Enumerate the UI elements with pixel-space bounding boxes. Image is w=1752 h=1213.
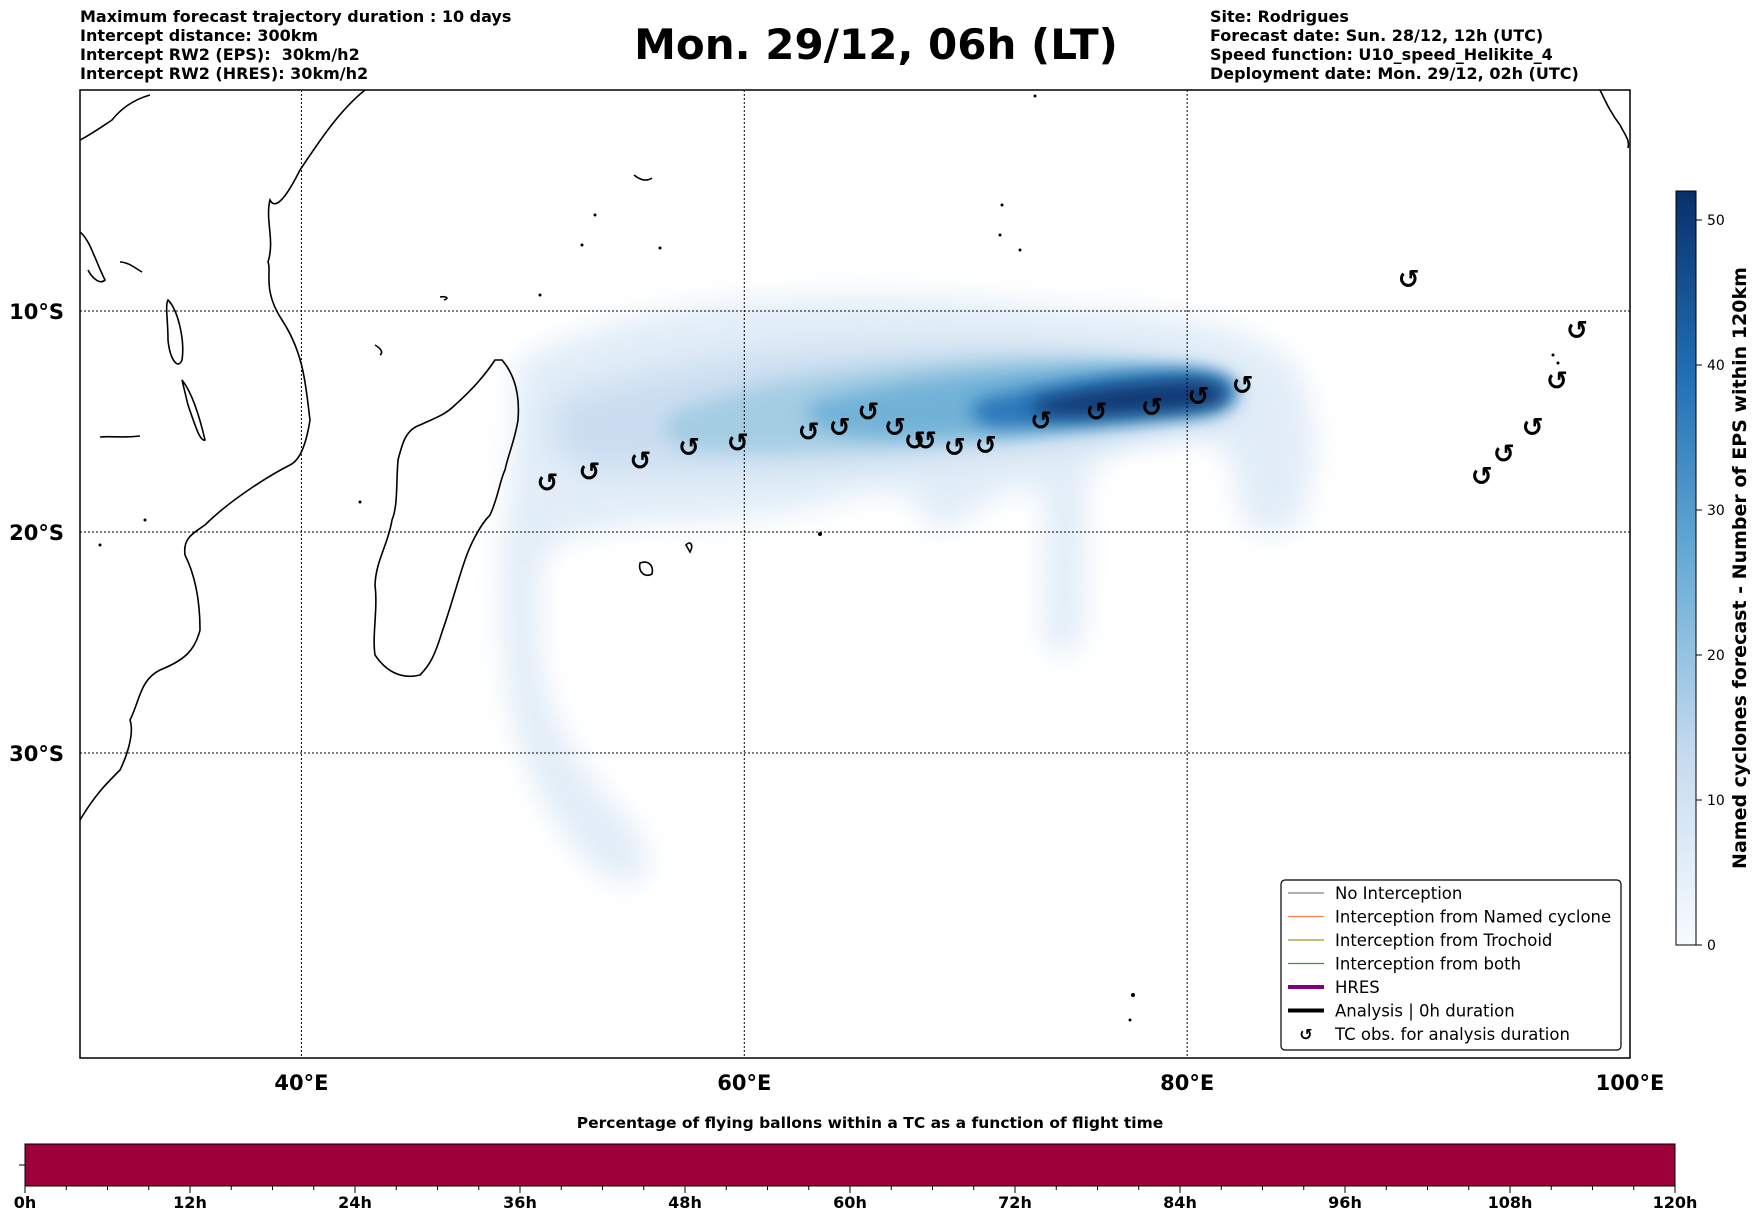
header-left-info: Maximum forecast trajectory duration : 1… [80,7,511,83]
legend-label: Interception from Named cyclone [1335,908,1611,927]
tc-marker-icon: ↺ [944,433,966,463]
legend-label: TC obs. for analysis duration [1334,1025,1570,1044]
colorbar-tick-label: 0 [1707,938,1716,954]
tc-marker-icon: ↺ [857,398,879,428]
tc-marker-icon: ↺ [727,429,749,459]
lat-tick-label: 10°S [9,300,64,324]
flight-time-ticks: 0h 12h 24h 36h 48h 60h 72h 84h 96h 108h 120h [14,1164,1698,1212]
legend-box [1280,879,1622,1051]
colorbar-tick-label: 20 [1707,648,1725,664]
flight-time-tick-label: 24h [338,1193,372,1212]
header-right-line: Speed function: U10_speed_Helikite_4 [1210,45,1553,64]
colorbar-ticks: 0 10 20 30 40 50 [1696,213,1725,954]
flight-time-tick-label: 36h [503,1193,537,1212]
page-title: Mon. 29/12, 06h (LT) [634,20,1118,69]
tc-marker-icon: ↺ [1566,316,1588,346]
tc-marker-icon: ↺ [904,426,926,456]
flight-time-tick-label: 48h [668,1193,702,1212]
legend-items: No Interception Interception from Named c… [1288,884,1611,1044]
tc-marker-icon: ↺ [678,433,700,463]
density-colorbar: 0 10 20 30 40 50 Named cyclones forecast - Nu… [1675,190,1751,954]
tc-marker-icon: ↺ [1085,398,1107,428]
flight-time-tick-label: 96h [1328,1193,1362,1212]
flight-time-tick-label: 0h [14,1193,37,1212]
tc-marker-icon: ↺ [1398,265,1420,295]
small-islands [98,94,1560,1022]
flight-time-bar-title: Percentage of flying ballons within a TC… [577,1114,1164,1132]
legend-label: Interception from both [1335,955,1521,974]
header-left-line: Intercept distance: 300km [80,26,319,45]
eps-density-plume [501,295,1314,883]
flight-time-tick-label: 72h [998,1193,1032,1212]
tc-marker-icon: ↺ [1232,371,1254,401]
header-right-line: Site: Rodrigues [1210,7,1349,26]
tc-marker-icon: ↺ [1493,440,1515,470]
colorbar-tick-label: 10 [1707,793,1725,809]
tc-marker-icon: ↺ [536,468,558,498]
legend-label: Analysis | 0h duration [1335,1002,1515,1021]
tc-marker-icon: ↺ [1546,367,1568,397]
header-right-line: Forecast date: Sun. 28/12, 12h (UTC) [1210,26,1544,45]
header-left-line: Intercept RW2 (EPS): 30km/h2 [80,45,360,64]
tc-marker-icon: ↺ [1522,413,1544,443]
tc-marker-icon: ↺ [629,446,651,476]
flight-time-tick-label: 12h [173,1193,207,1212]
colorbar-tick-label: 50 [1707,213,1725,229]
header-left-line: Maximum forecast trajectory duration : 1… [80,7,512,26]
colorbar-tick-label: 40 [1707,358,1725,374]
colorbar-label: Named cyclones forecast - Number of EPS … [1729,267,1751,869]
legend-tc-icon: ↺ [1299,1025,1312,1044]
tc-marker-icon: ↺ [1030,407,1052,437]
tc-marker-icon: ↺ [798,418,820,448]
header-right-line: Deployment date: Mon. 29/12, 02h (UTC) [1210,64,1579,83]
colorbar-gradient [1675,190,1697,946]
coastlines [80,90,1630,821]
lon-tick-label: 80°E [1160,1071,1214,1095]
tc-marker-icon: ↺ [1471,462,1493,492]
header-left-line: Intercept RW2 (HRES): 30km/h2 [80,64,369,83]
header-right-info: Site: Rodrigues Forecast date: Sun. 28/1… [1210,7,1579,83]
tc-marker-icon: ↺ [1187,382,1209,412]
legend: No Interception Interception from Named c… [1280,879,1622,1051]
flight-time-bar-fill [24,1143,1676,1187]
tc-marker-icon: ↺ [975,431,997,461]
tc-marker-icon: ↺ [578,457,600,487]
flight-time-tick-label: 108h [1488,1193,1533,1212]
map-area: ↺ ↺ ↺ ↺ ↺ ↺ ↺↺↺↺↺ ↺ ↺↺ ↺ ↺ ↺ ↺↺↺↺↺↺↺ [80,90,1630,1058]
lon-tick-label: 40°E [274,1071,328,1095]
flight-time-bar: Percentage of flying ballons within a TC… [14,1114,1698,1212]
axis-labels: 40°E 60°E 80°E 100°E 10°S 20°S 30°S [9,300,1664,1095]
lon-tick-label: 60°E [717,1071,771,1095]
map-border [79,89,1631,1059]
flight-time-tick-label: 60h [833,1193,867,1212]
tc-observation-markers: ↺ ↺ ↺ ↺ ↺ ↺ ↺↺↺↺↺ ↺ ↺↺ ↺ ↺ ↺ ↺↺↺↺↺↺↺ [536,265,1587,498]
flight-time-tick-label: 84h [1163,1193,1197,1212]
legend-label: HRES [1335,978,1380,997]
lat-tick-label: 20°S [9,521,64,545]
flight-time-tick-label: 120h [1653,1193,1698,1212]
lon-tick-label: 100°E [1596,1071,1665,1095]
tc-marker-icon: ↺ [884,413,906,443]
tc-marker-icon: ↺ [1141,393,1163,423]
legend-label: Interception from Trochoid [1335,931,1552,950]
gridlines [80,90,1630,1058]
lat-tick-label: 30°S [9,742,64,766]
colorbar-tick-label: 30 [1707,503,1725,519]
tc-marker-icon: ↺ [915,426,937,456]
legend-label: No Interception [1335,884,1462,903]
tc-marker-icon: ↺ [829,413,851,443]
